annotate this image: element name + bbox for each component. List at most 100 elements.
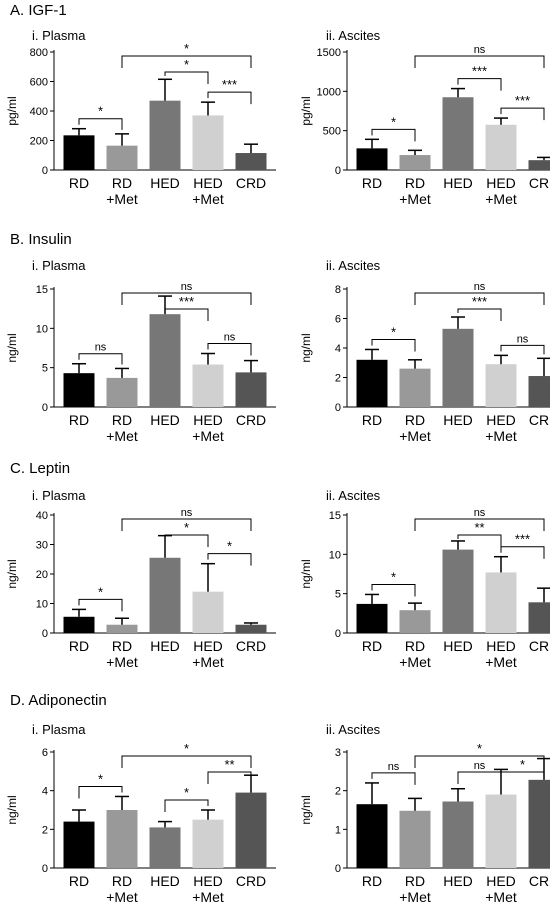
significance-bracket-c5-2 (500, 546, 545, 559)
bar-c1-3 (485, 124, 517, 170)
significance-bracket-c3-3 (414, 292, 545, 305)
category-label-c5-1: RD (405, 638, 425, 654)
significance-label-c0-0: * (98, 104, 103, 119)
category-label-c1-1: RD (405, 175, 425, 191)
y-tick-label-c2: 0 (42, 402, 48, 414)
category-label-c3-2: HED (443, 412, 473, 428)
y-tick-label-c4: 0 (42, 628, 48, 640)
category-label-c7-2: HED (443, 873, 473, 889)
category-label-line2-c6-3: +Met (192, 889, 224, 905)
category-label-c6-2: HED (150, 873, 180, 889)
y-axis-label-c7: ng/ml (299, 795, 313, 824)
category-label-line2-c6-1: +Met (106, 889, 138, 905)
significance-bracket-c7-1 (457, 771, 502, 784)
y-tick-label-c2: 10 (36, 323, 48, 335)
significance-bracket-c1-0 (371, 128, 416, 142)
category-label-c7-0: RD (362, 873, 382, 889)
y-tick-label-c4: 30 (36, 540, 48, 552)
category-label-line2-c2-3: +Met (192, 428, 224, 444)
category-label-c5-2: HED (443, 638, 473, 654)
significance-bracket-c6-3 (121, 755, 252, 768)
significance-label-c0-3: * (184, 41, 189, 56)
bar-c4-2 (149, 557, 181, 633)
category-label-c4-4: CRD (236, 638, 266, 654)
category-label-line2-c3-1: +Met (399, 428, 431, 444)
y-tick-label-c5: 15 (329, 510, 341, 522)
category-label-c4-3: HED (193, 638, 223, 654)
category-label-c5-3: HED (486, 638, 516, 654)
significance-bracket-c2-3 (121, 292, 252, 305)
significance-bracket-c2-2 (164, 308, 209, 321)
category-label-c3-3: HED (486, 412, 516, 428)
category-label-line2-c3-3: +Met (485, 428, 517, 444)
y-axis-label-c1: pg/ml (299, 96, 313, 125)
significance-bracket-c5-3 (414, 518, 545, 531)
bar-c5-3 (485, 572, 517, 633)
significance-label-c5-0: * (391, 569, 396, 584)
y-tick-label-c1: 1000 (317, 86, 341, 98)
significance-bracket-c6-1 (164, 799, 209, 812)
bar-c1-1 (399, 155, 431, 170)
significance-label-c7-0: ns (388, 761, 400, 773)
y-tick-label-c6: 2 (42, 824, 48, 836)
bar-c3-0 (356, 359, 388, 407)
y-tick-label-c5: 5 (335, 589, 341, 601)
bar-c6-1 (106, 810, 138, 868)
y-tick-label-c5: 0 (335, 628, 341, 640)
section-title-igf1: A. IGF-1 (10, 2, 67, 19)
y-axis-label-c0: pg/ml (5, 96, 19, 125)
y-tick-label-c4: 10 (36, 599, 48, 611)
bar-c7-4 (528, 779, 550, 868)
bar-c6-3 (192, 819, 224, 868)
category-label-line2-c4-1: +Met (106, 654, 138, 670)
significance-label-c2-3: ns (181, 281, 193, 293)
significance-bracket-c7-0 (371, 772, 416, 785)
significance-bracket-c4-3 (121, 518, 252, 531)
category-label-c1-3: HED (486, 175, 516, 191)
y-tick-label-c1: 1500 (317, 47, 341, 59)
significance-bracket-c1-2 (500, 107, 545, 121)
section-title-adiponectin: D. Adiponectin (10, 692, 107, 709)
y-axis-label-c5: ng/ml (299, 559, 313, 588)
bar-c5-2 (442, 549, 474, 633)
category-label-c6-0: RD (69, 873, 89, 889)
significance-label-c3-2: *** (472, 294, 487, 309)
category-label-line2-c0-1: +Met (106, 191, 138, 207)
significance-label-c4-2: * (227, 539, 232, 554)
panel-title-insulin-plasma: i. Plasma (32, 258, 86, 273)
significance-label-c0-2: *** (222, 77, 237, 92)
bar-c4-4 (235, 624, 267, 633)
y-axis-label-c3: ng/ml (299, 333, 313, 362)
panel-title-adiponectin-plasma: i. Plasma (32, 722, 86, 737)
y-tick-label-c0: 800 (30, 47, 48, 59)
panel-title-igf1-plasma: i. Plasma (32, 28, 86, 43)
significance-label-c5-3: ns (474, 507, 486, 519)
significance-bracket-c1-1 (457, 78, 502, 91)
y-tick-label-c3: 0 (335, 402, 341, 414)
category-label-c0-2: HED (150, 175, 180, 191)
significance-bracket-c3-1 (500, 344, 545, 355)
category-label-line2-c1-3: +Met (485, 191, 517, 207)
bar-c1-4 (528, 160, 550, 170)
category-label-line2-c2-1: +Met (106, 428, 138, 444)
category-label-c3-0: RD (362, 412, 382, 428)
category-label-c1-0: RD (362, 175, 382, 191)
bar-c7-3 (485, 794, 517, 868)
category-label-c2-2: HED (150, 412, 180, 428)
category-label-c1-2: HED (443, 175, 473, 191)
significance-bracket-c7-2 (500, 771, 545, 776)
significance-bracket-c5-1 (457, 534, 502, 547)
significance-bracket-c6-0 (78, 785, 123, 799)
category-label-c6-3: HED (193, 873, 223, 889)
y-tick-label-c7: 2 (335, 786, 341, 798)
significance-label-c6-2: ** (224, 757, 234, 772)
category-label-c4-1: RD (112, 638, 132, 654)
category-label-c5-0: RD (362, 638, 382, 654)
bar-c4-3 (192, 591, 224, 633)
y-tick-label-c1: 500 (323, 126, 341, 138)
significance-label-c7-3: * (477, 741, 482, 756)
significance-bracket-c0-3 (121, 55, 252, 68)
section-title-leptin: C. Leptin (10, 460, 71, 477)
category-label-c0-1: RD (112, 175, 132, 191)
category-label-c2-4: CRD (236, 412, 266, 428)
